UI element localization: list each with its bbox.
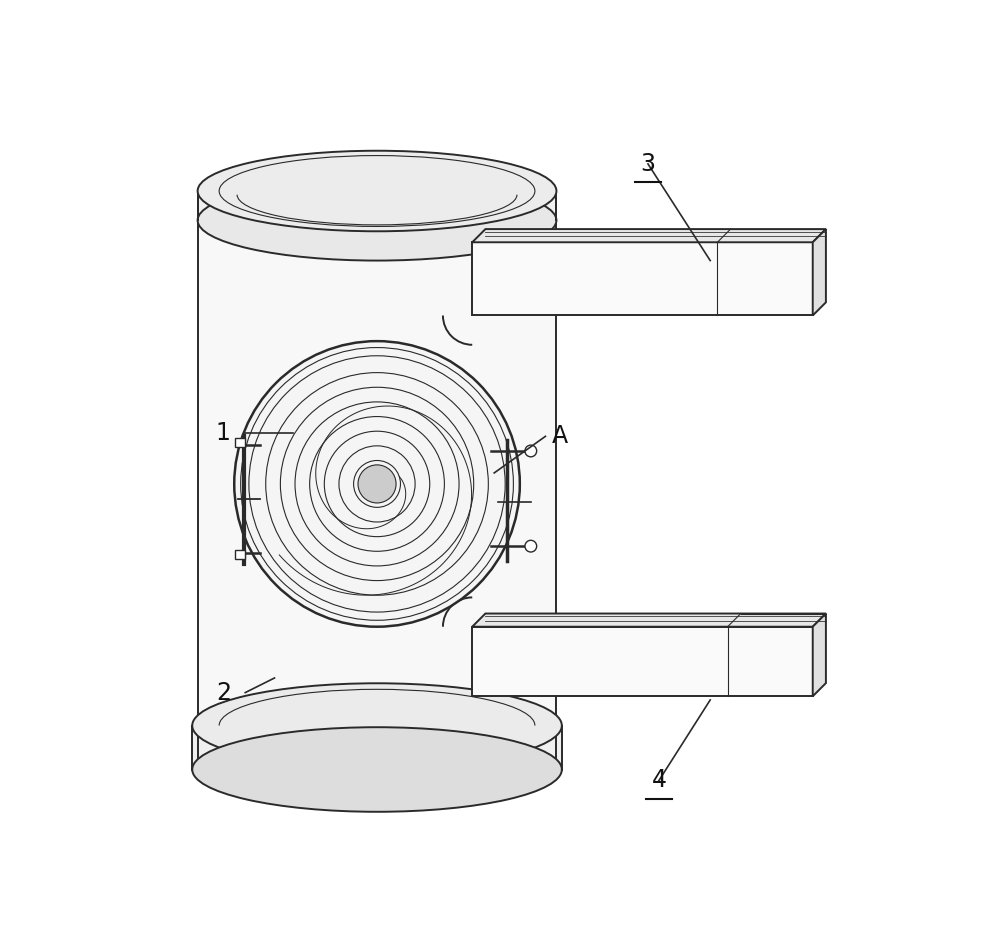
Ellipse shape [192, 728, 562, 812]
Bar [235, 550, 245, 559]
Circle shape [234, 341, 520, 627]
Polygon shape [472, 229, 826, 243]
Polygon shape [472, 243, 813, 316]
Polygon shape [472, 613, 826, 627]
Circle shape [358, 465, 396, 503]
Ellipse shape [192, 683, 562, 767]
Polygon shape [198, 191, 556, 221]
Ellipse shape [198, 150, 556, 231]
Text: A: A [552, 424, 568, 448]
Ellipse shape [198, 180, 556, 261]
Polygon shape [813, 229, 826, 316]
Polygon shape [472, 627, 813, 696]
Text: 4: 4 [651, 768, 666, 792]
Circle shape [525, 445, 537, 456]
Bar [235, 437, 245, 447]
Polygon shape [198, 191, 556, 769]
Text: 3: 3 [640, 152, 655, 176]
Text: 2: 2 [216, 681, 231, 705]
Polygon shape [813, 613, 826, 696]
Text: 1: 1 [216, 420, 231, 445]
Circle shape [525, 540, 537, 552]
Polygon shape [192, 726, 562, 769]
